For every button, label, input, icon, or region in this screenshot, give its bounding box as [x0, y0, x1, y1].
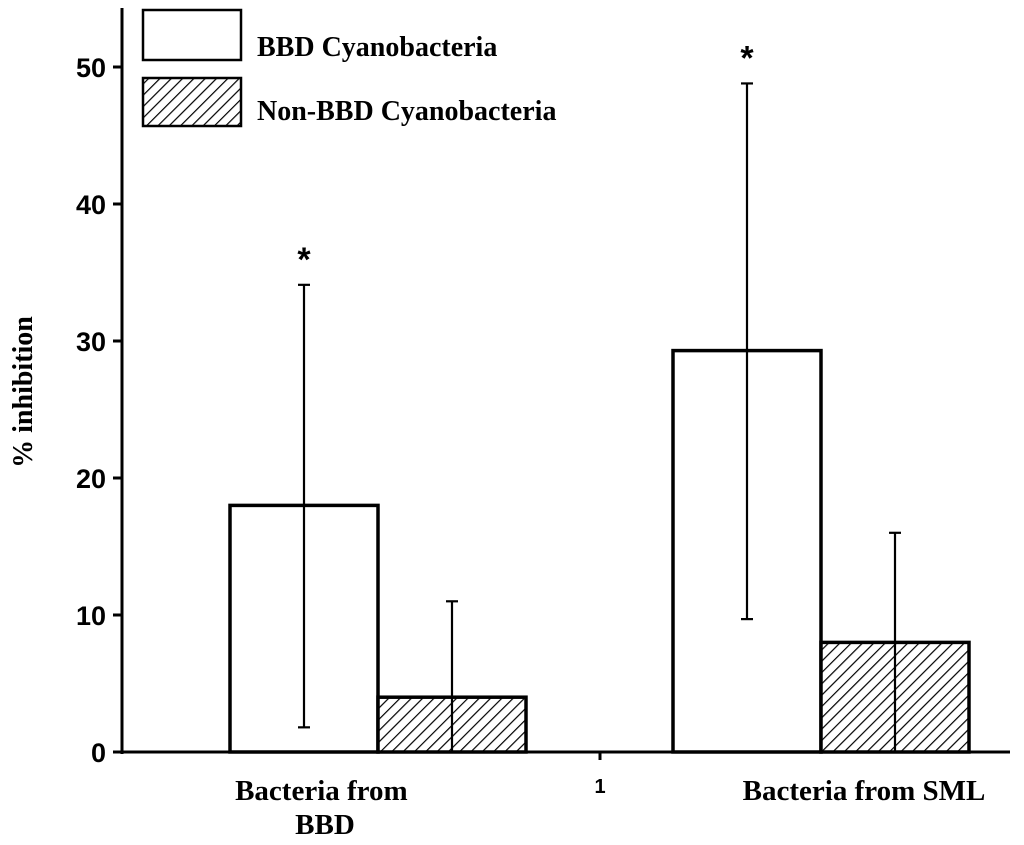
- y-tick-label-20: 20: [76, 464, 106, 494]
- y-tick-label-0: 0: [91, 738, 106, 768]
- y-tick-label-40: 40: [76, 190, 106, 220]
- significance-marker-cat2: *: [740, 39, 754, 77]
- legend-label-non-bbd: Non-BBD Cyanobacteria: [257, 96, 556, 127]
- legend: BBD Cyanobacteria Non-BBD Cyanobacteria: [141, 8, 556, 128]
- category-label-bbd-line2: BBD: [295, 809, 355, 841]
- y-tick-label-50: 50: [76, 53, 106, 83]
- plot-area: 0 10 20 30 40 50 * *: [76, 8, 1010, 768]
- y-tick-label-30: 30: [76, 327, 106, 357]
- category-label-bbd-line1: Bacteria from: [235, 775, 408, 807]
- y-axis-title: % inhibition: [8, 316, 39, 468]
- legend-swatch-non-bbd: [141, 76, 243, 128]
- y-tick-label-10: 10: [76, 601, 106, 631]
- category-label-sml: Bacteria from SML: [743, 775, 986, 807]
- category-label-bbd: Bacteria from BBD: [235, 775, 415, 841]
- x-axis-marker: 1: [594, 776, 605, 798]
- legend-label-bbd: BBD Cyanobacteria: [257, 32, 497, 63]
- significance-marker-cat1: *: [297, 241, 311, 279]
- legend-swatch-bbd: [141, 8, 243, 62]
